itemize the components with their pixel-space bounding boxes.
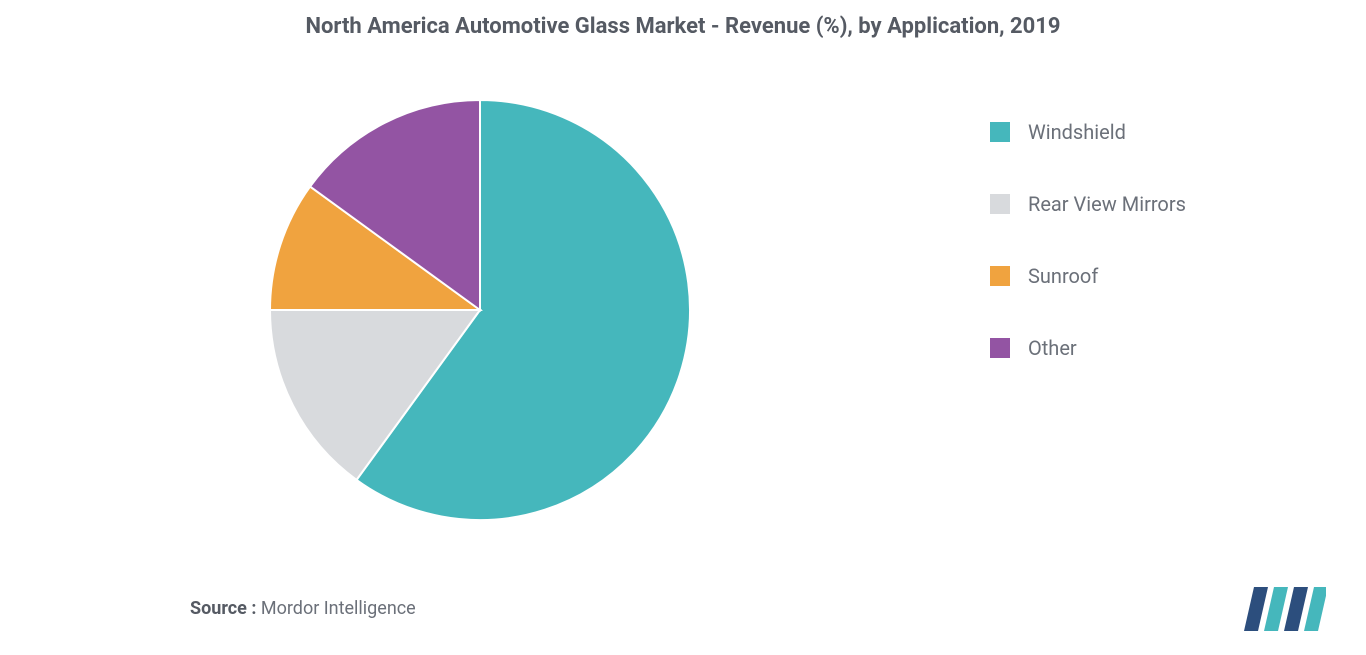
legend-item: Windshield <box>990 120 1310 144</box>
legend-label: Other <box>1028 336 1077 360</box>
logo-bar-icon <box>1244 587 1268 631</box>
legend-label: Rear View Mirrors <box>1028 192 1186 216</box>
legend-label: Windshield <box>1028 120 1126 144</box>
chart-container: North America Automotive Glass Market - … <box>0 0 1366 655</box>
pie-chart-area <box>0 80 960 540</box>
logo-bar-icon <box>1284 587 1308 631</box>
legend-label: Sunroof <box>1028 264 1098 288</box>
pie-svg <box>270 100 690 520</box>
pie-chart <box>270 100 690 520</box>
legend-item: Rear View Mirrors <box>990 192 1310 216</box>
legend-item: Sunroof <box>990 264 1310 288</box>
legend-swatch-icon <box>990 122 1010 142</box>
legend-item: Other <box>990 336 1310 360</box>
logo-bar-icon <box>1304 587 1326 631</box>
legend-swatch-icon <box>990 194 1010 214</box>
legend-swatch-icon <box>990 338 1010 358</box>
source-line: Source : Mordor Intelligence <box>190 598 416 619</box>
legend: Windshield Rear View Mirrors Sunroof Other <box>990 120 1310 408</box>
logo-bar-icon <box>1264 587 1288 631</box>
brand-logo-icon <box>1242 587 1326 631</box>
brand-logo <box>1242 587 1326 631</box>
source-value: Mordor Intelligence <box>261 598 416 619</box>
legend-swatch-icon <box>990 266 1010 286</box>
chart-title: North America Automotive Glass Market - … <box>0 14 1366 39</box>
source-label: Source : <box>190 598 256 619</box>
